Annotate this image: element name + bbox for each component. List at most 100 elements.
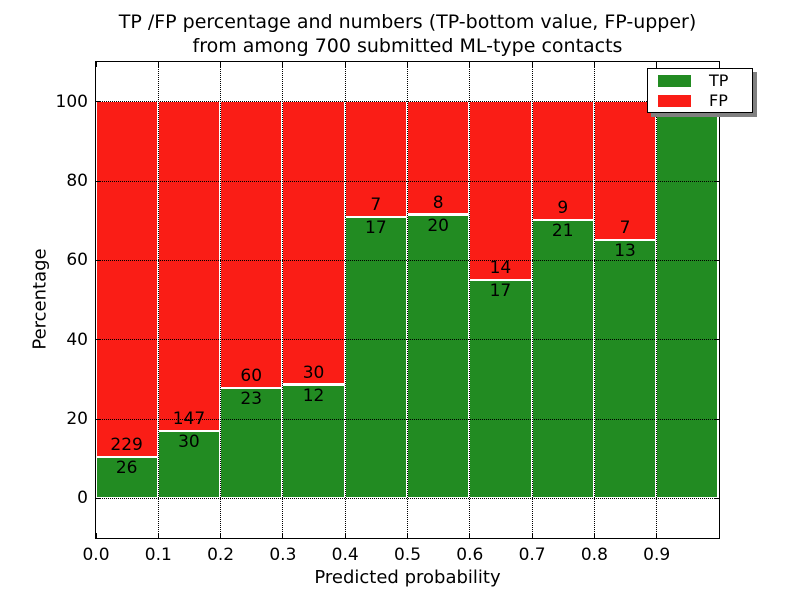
bar-segment-tp — [407, 214, 470, 498]
bar-value-label-tp: 17 — [489, 281, 512, 302]
y-tick-mark — [95, 259, 101, 261]
bar-segment-tp — [656, 101, 719, 498]
bar-value-label-tp: 30 — [178, 431, 200, 452]
bar-value-label-tp: 23 — [240, 388, 263, 409]
x-tick-label: 0.3 — [269, 545, 297, 565]
bar-segment-tp — [220, 387, 283, 498]
x-tick-mark — [407, 61, 408, 67]
x-tick-label: 0.0 — [82, 545, 110, 565]
bar-value-label-fp: 60 — [240, 365, 263, 386]
y-tick-mark — [95, 497, 101, 499]
bar-value-label-fp: 7 — [619, 218, 631, 238]
gridline-vertical — [344, 61, 346, 538]
bar-value-label-fp: 8 — [432, 192, 444, 213]
bar-value-label-fp: 30 — [302, 362, 325, 383]
legend-label-fp: FP — [709, 90, 728, 110]
bar-value-label-tp: 13 — [614, 241, 636, 261]
gridline-horizontal — [95, 180, 719, 182]
bar-value-label-fp: 147 — [172, 408, 206, 429]
bar-segment-tp — [469, 280, 532, 498]
x-tick-mark — [469, 532, 471, 538]
x-tick-mark — [220, 532, 222, 538]
x-tick-label: 0.7 — [518, 545, 546, 565]
bar-segment-fp — [95, 101, 158, 458]
legend-swatch-tp — [658, 74, 691, 87]
bar-segment-tp — [157, 430, 221, 498]
x-tick-label: 0.8 — [580, 545, 608, 565]
x-tick-mark — [531, 61, 533, 67]
chart-title-line1: TP /FP percentage and numbers (TP-bottom… — [118, 11, 697, 33]
y-tick-label: 80 — [66, 171, 88, 191]
gridline-vertical — [469, 61, 471, 538]
x-tick-mark — [282, 61, 284, 67]
gridline-horizontal — [95, 339, 719, 341]
bar-value-label-fp: 229 — [110, 435, 143, 456]
legend-row: TP — [648, 72, 752, 90]
x-tick-label: 0.4 — [331, 545, 359, 565]
x-tick-label: 0.6 — [456, 545, 484, 565]
y-tick-label: 20 — [66, 409, 88, 429]
x-tick-mark — [220, 61, 222, 67]
bar-segment-tp — [593, 240, 657, 498]
x-tick-mark — [407, 532, 408, 538]
y-tick-mark — [713, 180, 719, 182]
x-tick-mark — [344, 61, 346, 67]
x-tick-mark — [593, 61, 595, 67]
x-tick-mark — [593, 532, 595, 538]
bar-segment-tp — [95, 457, 158, 498]
x-tick-mark — [95, 61, 97, 67]
gridline-vertical — [531, 61, 533, 538]
gridline-vertical — [593, 61, 595, 538]
y-tick-label: 100 — [55, 91, 88, 112]
gridline-vertical — [656, 61, 658, 538]
bar-value-label-tp: 20 — [427, 215, 449, 236]
y-tick-mark — [713, 259, 719, 261]
x-axis-label: Predicted probability — [314, 567, 501, 588]
y-tick-mark — [95, 339, 101, 341]
chart-title-line2: from among 700 submitted ML-type contact… — [192, 35, 623, 57]
x-tick-mark — [95, 532, 97, 538]
gridline-horizontal — [95, 418, 719, 420]
gridline-vertical — [407, 61, 408, 538]
bar-value-label-fp: 9 — [557, 198, 569, 219]
x-tick-label: 0.1 — [144, 545, 172, 565]
x-tick-mark — [344, 532, 346, 538]
y-tick-mark — [713, 418, 719, 420]
gridline-horizontal — [95, 259, 719, 261]
x-tick-mark — [282, 532, 284, 538]
bar-value-label-fp: 7 — [370, 194, 382, 215]
y-tick-mark — [713, 497, 719, 499]
gridline-vertical — [220, 61, 222, 538]
x-tick-mark — [656, 532, 658, 538]
y-tick-label: 0 — [77, 488, 88, 509]
y-tick-mark — [95, 101, 101, 103]
x-tick-label: 0.2 — [207, 545, 235, 565]
bar-segment-tp — [344, 216, 407, 498]
legend-swatch-fp — [658, 94, 691, 107]
bar-segment-fp — [469, 101, 532, 281]
bar-value-label-tp: 17 — [365, 217, 387, 238]
gridline-horizontal — [95, 497, 719, 499]
bar-segment-fp — [220, 101, 283, 388]
x-tick-mark — [531, 532, 533, 538]
gridline-vertical — [157, 61, 159, 538]
x-tick-mark — [157, 61, 159, 67]
legend: TP FP — [647, 68, 753, 113]
y-tick-mark — [713, 339, 719, 341]
y-tick-label: 60 — [66, 250, 88, 271]
plot-inner: 229261473060233012717820141792171310 — [95, 61, 719, 538]
x-tick-mark — [656, 61, 658, 67]
plot-area: 229261473060233012717820141792171310 — [94, 60, 720, 539]
bar-value-label-tp: 26 — [115, 458, 138, 479]
bar-value-label-tp: 21 — [551, 221, 574, 242]
legend-row: FP — [648, 92, 752, 110]
x-tick-mark — [469, 61, 471, 67]
bar-segment-fp — [282, 101, 345, 385]
x-tick-mark — [157, 532, 159, 538]
y-tick-mark — [95, 418, 101, 420]
y-tick-label: 40 — [66, 329, 88, 350]
bar-segment-fp — [531, 101, 594, 221]
y-tick-mark — [95, 180, 101, 182]
bar-value-label-tp: 12 — [302, 385, 325, 406]
